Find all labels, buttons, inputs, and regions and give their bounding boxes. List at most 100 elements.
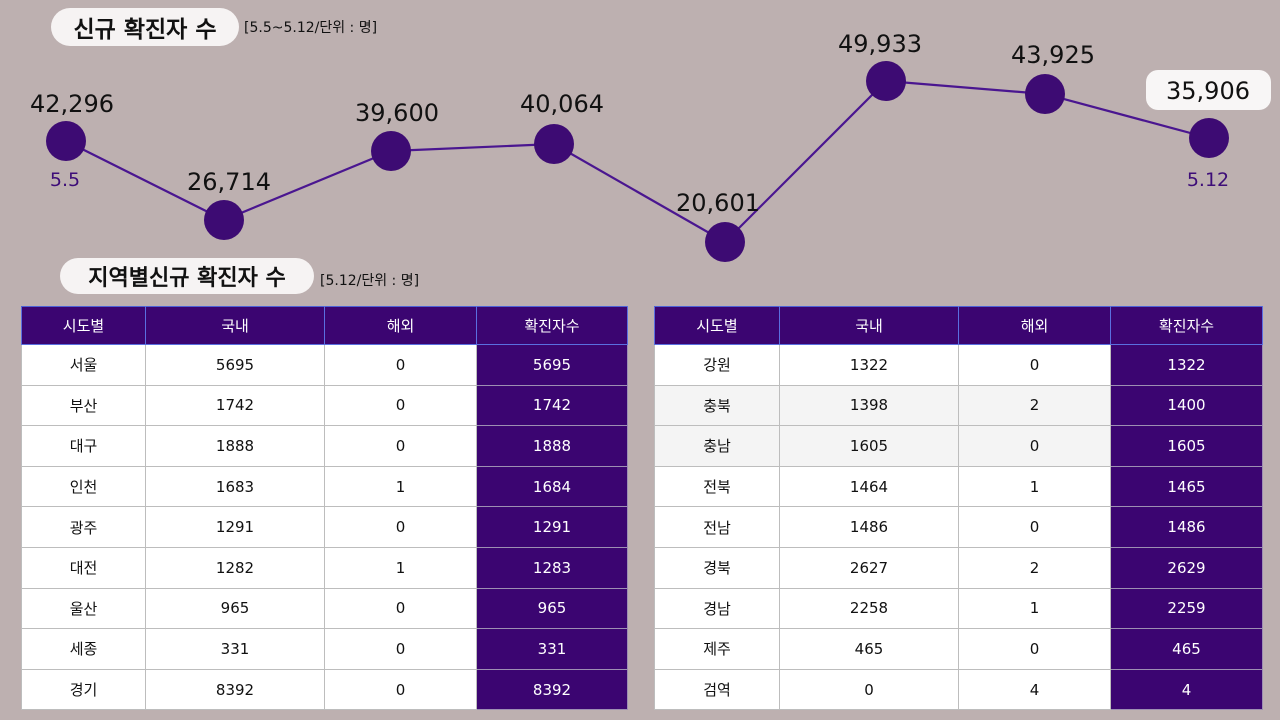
domestic-cell: 1605 (779, 425, 959, 467)
chart-subtitle: [5.5~5.12/단위 : 명] (244, 20, 378, 36)
overseas-cell: 0 (958, 506, 1111, 548)
total-cell: 5695 (476, 344, 628, 386)
column-header-overseas: 해외 (958, 306, 1111, 345)
point-label: 39,600 (355, 99, 439, 127)
domestic-cell: 1291 (145, 506, 325, 548)
column-header-total: 확진자수 (1110, 306, 1263, 345)
regional-table-right: 시도별 국내 해외 확진자수 강원 1322 0 1322 충북 1398 2 1400 충… (654, 306, 1263, 711)
regional-table-left: 시도별 국내 해외 확진자수 서울 5695 0 5695 부산 1742 0 1742 대… (21, 306, 628, 711)
overseas-cell: 4 (958, 668, 1111, 711)
total-cell: 1486 (1110, 506, 1263, 548)
table-row: 광주 1291 0 1291 (21, 506, 628, 548)
region-cell: 전북 (654, 465, 780, 508)
domestic-cell: 2258 (779, 587, 959, 630)
overseas-cell: 1 (958, 587, 1111, 630)
x-label-start: 5.5 (50, 169, 80, 191)
table-row: 경남 2258 1 2259 (654, 587, 1263, 630)
total-cell: 1465 (1110, 465, 1263, 508)
domestic-cell: 1398 (779, 384, 959, 427)
domestic-cell: 965 (145, 587, 325, 630)
overseas-cell: 0 (324, 425, 477, 467)
total-cell: 8392 (476, 668, 628, 711)
chart-title: 신규 확진자 수 (51, 8, 239, 46)
domestic-cell: 1742 (145, 384, 325, 427)
domestic-cell: 1888 (145, 425, 325, 467)
total-cell: 1322 (1110, 344, 1263, 386)
total-cell: 965 (476, 587, 628, 630)
point-label: 40,064 (520, 90, 604, 118)
region-cell: 인천 (21, 465, 146, 508)
column-header-total: 확진자수 (476, 306, 628, 345)
table-row: 제주 465 0 465 (654, 628, 1263, 670)
total-cell: 1888 (476, 425, 628, 467)
point-label: 20,601 (676, 189, 760, 217)
column-header-region: 시도별 (21, 306, 146, 345)
region-cell: 부산 (21, 384, 146, 427)
column-header-overseas: 해외 (324, 306, 477, 345)
table-header-row: 시도별 국내 해외 확진자수 (654, 306, 1263, 345)
overseas-cell: 0 (958, 425, 1111, 467)
regional-subtitle: [5.12/단위 : 명] (320, 273, 420, 289)
overseas-cell: 0 (324, 668, 477, 711)
table-row: 전북 1464 1 1465 (654, 465, 1263, 508)
data-point[interactable] (46, 121, 86, 161)
domestic-cell: 331 (145, 628, 325, 670)
overseas-cell: 0 (958, 628, 1111, 670)
domestic-cell: 1282 (145, 546, 325, 589)
data-point[interactable] (1025, 74, 1065, 114)
point-label: 35,906 (1166, 77, 1250, 105)
total-cell: 1283 (476, 546, 628, 589)
data-point[interactable] (371, 131, 411, 171)
domestic-cell: 8392 (145, 668, 325, 711)
region-cell: 대구 (21, 425, 146, 467)
table-row: 대전 1282 1 1283 (21, 546, 628, 589)
table-row: 검역 0 4 4 (654, 668, 1263, 711)
region-cell: 경남 (654, 587, 780, 630)
table-row: 대구 1888 0 1888 (21, 425, 628, 467)
overseas-cell: 2 (958, 546, 1111, 589)
total-cell: 2629 (1110, 546, 1263, 589)
overseas-cell: 1 (958, 465, 1111, 508)
point-label: 49,933 (838, 30, 922, 58)
data-points (46, 61, 1229, 262)
region-cell: 전남 (654, 506, 780, 548)
line-chart: 42,296 26,714 39,600 40,064 20,601 49,93… (30, 30, 1250, 262)
total-cell: 1684 (476, 465, 628, 508)
domestic-cell: 0 (779, 668, 959, 711)
domestic-cell: 1464 (779, 465, 959, 508)
domestic-cell: 1486 (779, 506, 959, 548)
total-cell: 1400 (1110, 384, 1263, 427)
table-row: 서울 5695 0 5695 (21, 344, 628, 386)
overseas-cell: 2 (958, 384, 1111, 427)
region-cell: 강원 (654, 344, 780, 386)
data-point[interactable] (1189, 118, 1229, 158)
overseas-cell: 0 (324, 587, 477, 630)
domestic-cell: 1683 (145, 465, 325, 508)
region-cell: 세종 (21, 628, 146, 670)
domestic-cell: 5695 (145, 344, 325, 386)
point-label: 43,925 (1011, 41, 1095, 69)
column-header-domestic: 국내 (145, 306, 325, 345)
total-cell: 4 (1110, 668, 1263, 711)
data-point[interactable] (705, 222, 745, 262)
column-header-domestic: 국내 (779, 306, 959, 345)
table-row: 충남 1605 0 1605 (654, 425, 1263, 467)
total-cell: 331 (476, 628, 628, 670)
table-header-row: 시도별 국내 해외 확진자수 (21, 306, 628, 345)
table-row: 부산 1742 0 1742 (21, 384, 628, 427)
overseas-cell: 0 (324, 506, 477, 548)
total-cell: 1291 (476, 506, 628, 548)
data-point[interactable] (866, 61, 906, 101)
region-cell: 대전 (21, 546, 146, 589)
overseas-cell: 0 (958, 344, 1111, 386)
overseas-cell: 0 (324, 628, 477, 670)
total-cell: 1742 (476, 384, 628, 427)
data-point[interactable] (204, 200, 244, 240)
x-label-end: 5.12 (1187, 169, 1229, 191)
overseas-cell: 0 (324, 344, 477, 386)
data-point[interactable] (534, 124, 574, 164)
table-row: 전남 1486 0 1486 (654, 506, 1263, 548)
region-cell: 울산 (21, 587, 146, 630)
overseas-cell: 1 (324, 546, 477, 589)
total-cell: 2259 (1110, 587, 1263, 630)
